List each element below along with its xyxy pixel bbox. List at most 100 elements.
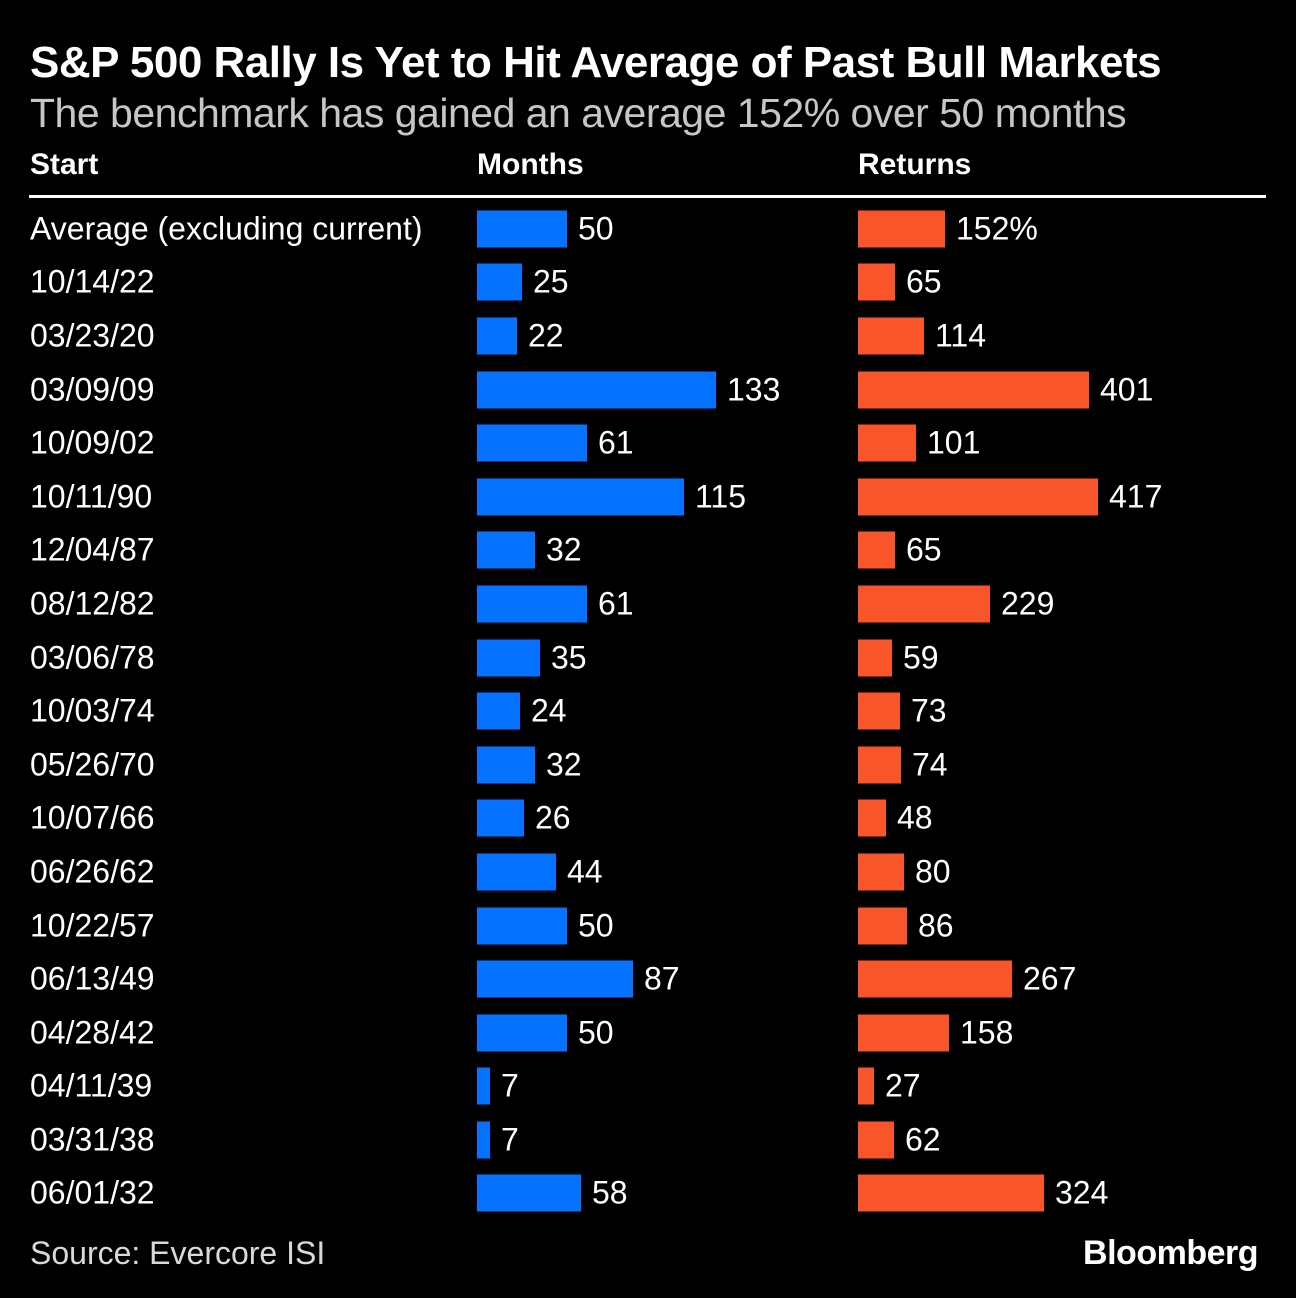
returns-cell: 158 — [858, 1014, 1013, 1052]
months-bar — [477, 263, 522, 301]
returns-bar — [858, 1014, 949, 1052]
table-row: 04/28/42 50 158 — [0, 1006, 1296, 1060]
months-value-label: 35 — [551, 639, 587, 676]
returns-value-label: 152% — [956, 210, 1038, 247]
months-cell: 61 — [477, 424, 634, 462]
months-bar — [477, 746, 535, 784]
header-divider-line — [29, 195, 1266, 198]
months-cell: 26 — [477, 799, 571, 837]
returns-bar — [858, 210, 945, 248]
returns-cell: 48 — [858, 799, 933, 837]
returns-bar — [858, 585, 990, 623]
start-date-label: 03/06/78 — [30, 639, 155, 676]
returns-value-label: 62 — [905, 1121, 941, 1158]
months-value-label: 24 — [531, 692, 567, 729]
start-date-label: 03/09/09 — [30, 371, 155, 408]
returns-bar — [858, 799, 886, 837]
start-date-label: 04/11/39 — [30, 1067, 153, 1104]
returns-bar — [858, 746, 901, 784]
months-cell: 58 — [477, 1174, 628, 1212]
start-date-label: 03/23/20 — [30, 317, 155, 354]
months-bar — [477, 799, 524, 837]
months-cell: 61 — [477, 585, 634, 623]
returns-bar — [858, 960, 1012, 998]
returns-bar — [858, 1121, 894, 1159]
returns-cell: 101 — [858, 424, 980, 462]
months-value-label: 7 — [501, 1121, 519, 1158]
column-headers: Start Months Returns — [0, 148, 1296, 188]
months-bar — [477, 853, 556, 891]
table-row: 05/26/70 32 74 — [0, 738, 1296, 792]
table-row: 10/03/74 24 73 — [0, 684, 1296, 738]
returns-value-label: 74 — [912, 746, 948, 783]
table-row: 03/31/38 7 62 — [0, 1113, 1296, 1167]
column-header-months: Months — [477, 148, 584, 181]
returns-bar — [858, 424, 916, 462]
returns-bar — [858, 853, 904, 891]
column-header-start: Start — [30, 148, 99, 181]
table-row: 10/22/57 50 86 — [0, 899, 1296, 953]
returns-value-label: 267 — [1023, 960, 1077, 997]
months-bar — [477, 1067, 490, 1105]
table-row: 10/09/02 61 101 — [0, 416, 1296, 470]
months-bar — [477, 639, 540, 677]
table-row: 10/11/90 115 417 — [0, 470, 1296, 524]
start-date-label: 10/22/57 — [30, 907, 155, 944]
returns-bar — [858, 1174, 1044, 1212]
returns-bar — [858, 692, 900, 730]
months-bar — [477, 585, 587, 623]
months-value-label: 22 — [528, 317, 564, 354]
start-date-label: 10/09/02 — [30, 424, 155, 461]
table-row: 03/06/78 35 59 — [0, 631, 1296, 685]
months-value-label: 32 — [546, 746, 582, 783]
start-date-label: 12/04/87 — [30, 531, 155, 568]
source-credit: Source: Evercore ISI — [30, 1235, 326, 1271]
months-value-label: 58 — [592, 1174, 628, 1211]
returns-cell: 417 — [858, 478, 1163, 516]
months-bar — [477, 531, 535, 569]
start-date-label: Average (excluding current) — [30, 210, 423, 247]
table-row: 03/23/20 22 114 — [0, 309, 1296, 363]
months-cell: 32 — [477, 531, 582, 569]
start-date-label: 04/28/42 — [30, 1014, 155, 1051]
start-date-label: 08/12/82 — [30, 585, 155, 622]
months-cell: 25 — [477, 263, 569, 301]
returns-bar — [858, 371, 1089, 409]
returns-cell: 86 — [858, 907, 954, 945]
returns-cell: 59 — [858, 639, 939, 677]
months-bar — [477, 371, 716, 409]
months-cell: 35 — [477, 639, 587, 677]
footer: Source: Evercore ISI Bloomberg — [30, 1234, 1258, 1273]
returns-bar — [858, 639, 892, 677]
returns-value-label: 65 — [906, 531, 942, 568]
column-header-returns: Returns — [858, 148, 972, 181]
table-row: 06/26/62 44 80 — [0, 845, 1296, 899]
returns-cell: 65 — [858, 263, 942, 301]
returns-value-label: 59 — [903, 639, 939, 676]
returns-cell: 114 — [858, 317, 987, 355]
start-date-label: 06/26/62 — [30, 853, 155, 890]
months-cell: 22 — [477, 317, 564, 355]
months-bar — [477, 478, 684, 516]
months-cell: 44 — [477, 853, 603, 891]
returns-cell: 267 — [858, 960, 1077, 998]
returns-value-label: 417 — [1109, 478, 1163, 515]
start-date-label: 10/03/74 — [30, 692, 155, 729]
chart-subtitle: The benchmark has gained an average 152%… — [30, 90, 1127, 136]
table-row: 10/07/66 26 48 — [0, 792, 1296, 846]
returns-value-label: 401 — [1100, 371, 1154, 408]
returns-cell: 73 — [858, 692, 947, 730]
returns-cell: 401 — [858, 371, 1154, 409]
table-row: Average (excluding current) 50 152% — [0, 202, 1296, 256]
months-bar — [477, 317, 517, 355]
returns-cell: 229 — [858, 585, 1054, 623]
returns-value-label: 114 — [935, 317, 987, 354]
months-bar — [477, 1014, 567, 1052]
returns-value-label: 86 — [918, 907, 954, 944]
months-cell: 50 — [477, 1014, 614, 1052]
months-bar — [477, 692, 520, 730]
months-cell: 87 — [477, 960, 680, 998]
returns-cell: 152% — [858, 210, 1038, 248]
months-value-label: 50 — [578, 907, 614, 944]
months-value-label: 87 — [644, 960, 680, 997]
